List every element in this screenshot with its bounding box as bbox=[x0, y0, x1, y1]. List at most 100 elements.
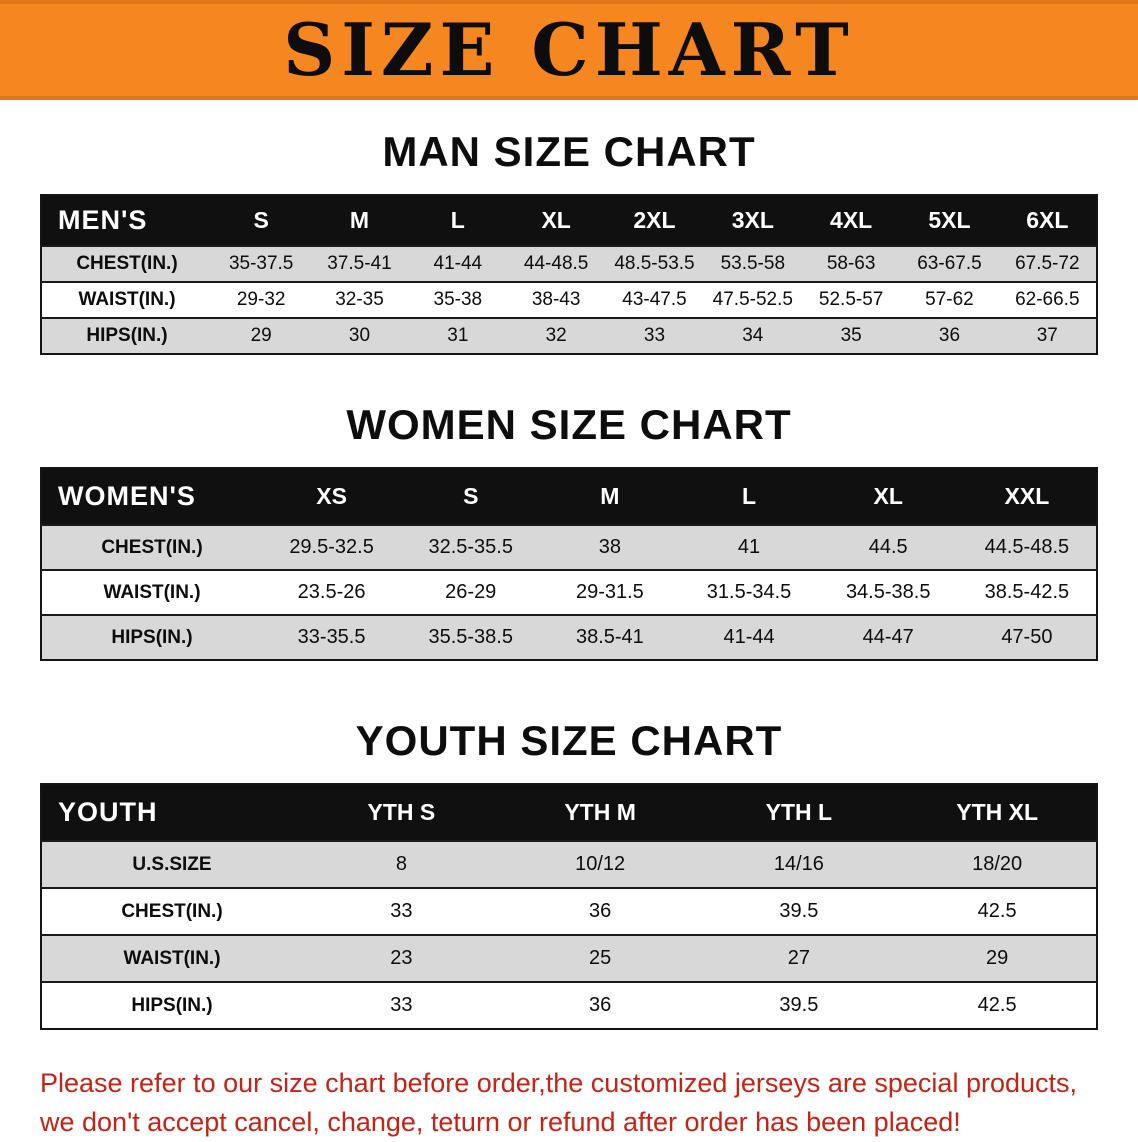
value-cell: 41-44 bbox=[723, 626, 775, 648]
value-cell: 32.5-35.5 bbox=[428, 536, 513, 558]
row-label-cell: WAIST(IN.) bbox=[78, 289, 176, 310]
value-cell: 29-32 bbox=[236, 289, 286, 310]
value-cell: 42.5 bbox=[977, 900, 1017, 922]
value-cell: 23.5-26 bbox=[297, 581, 366, 603]
youth-section: YOUTH SIZE CHART YOUTH YTH S YTH M YTH L YTH… bbox=[0, 717, 1138, 1030]
women-section-heading: WOMEN SIZE CHART bbox=[346, 401, 792, 448]
value-cell: 34 bbox=[742, 325, 764, 346]
value-cell: 33-35.5 bbox=[297, 626, 366, 648]
column-header-cell: YTH M bbox=[500, 784, 700, 841]
value-cell: 62-66.5 bbox=[1015, 289, 1080, 310]
table-row: WAIST(IN.) 29-32 32-35 35-38 38-43 43-47.5 47.… bbox=[41, 282, 1097, 318]
footer-note-line-2: we don't accept cancel, change, teturn o… bbox=[40, 1107, 961, 1138]
value-cell: 57-62 bbox=[925, 289, 974, 310]
table-corner-label: WOMEN'S bbox=[41, 468, 262, 525]
value-cell: 58-63 bbox=[826, 253, 876, 274]
value-cell: 47.5-52.5 bbox=[712, 289, 793, 310]
column-header-cell: M bbox=[540, 468, 680, 525]
value-cell: 31 bbox=[447, 325, 469, 346]
value-cell: 34.5-38.5 bbox=[845, 581, 931, 603]
youth-section-heading: YOUTH SIZE CHART bbox=[355, 717, 783, 764]
value-cell: 38.5-41 bbox=[575, 626, 644, 648]
column-header-cell: 4XL bbox=[801, 195, 901, 246]
value-cell: 37.5-41 bbox=[327, 253, 392, 274]
value-cell: 14/16 bbox=[773, 853, 824, 875]
footer-note: Please refer to our size chart before or… bbox=[40, 1064, 1100, 1142]
value-cell: 26-29 bbox=[445, 581, 497, 603]
value-cell: 18/20 bbox=[972, 853, 1023, 875]
value-cell: 37 bbox=[1036, 325, 1058, 346]
value-cell: 36 bbox=[589, 900, 612, 922]
table-header-row: WOMEN'S XS S M L XL XXL bbox=[41, 468, 1097, 525]
value-cell: 27 bbox=[787, 947, 810, 969]
value-cell: 29 bbox=[986, 947, 1009, 969]
value-cell: 44-48.5 bbox=[523, 253, 589, 274]
row-label-cell: HIPS(IN.) bbox=[86, 325, 168, 346]
value-cell: 29.5-32.5 bbox=[289, 536, 374, 558]
table-corner-label: YOUTH bbox=[41, 784, 302, 841]
table-row: HIPS(IN.) 29 30 31 32 33 34 35 36 37 bbox=[41, 318, 1097, 354]
banner-title: SIZE CHART bbox=[283, 7, 855, 92]
table-header-row: YOUTH YTH S YTH M YTH L YTH XL bbox=[41, 784, 1097, 841]
value-cell: 38 bbox=[598, 536, 622, 558]
value-cell: 10/12 bbox=[575, 853, 626, 875]
value-cell: 41-44 bbox=[433, 253, 483, 274]
value-cell: 52.5-57 bbox=[818, 289, 884, 310]
row-label-cell: WAIST(IN.) bbox=[103, 581, 201, 603]
value-cell: 25 bbox=[589, 947, 612, 969]
table-row: HIPS(IN.) 33-35.5 35.5-38.5 38.5-41 41-44 44-… bbox=[41, 615, 1097, 660]
value-cell: 41 bbox=[737, 536, 761, 558]
men-size-table: MEN'S S M L XL 2XL 3XL 4XL 5XL 6XL CHEST(IN.) 35-37… bbox=[40, 194, 1098, 355]
value-cell: 31.5-34.5 bbox=[706, 581, 792, 603]
value-cell: 47-50 bbox=[1001, 626, 1053, 648]
column-header-cell: YTH L bbox=[699, 784, 899, 841]
women-size-table: WOMEN'S XS S M L XL XXL CHEST(IN.) 29.5-32.5 32.5… bbox=[40, 467, 1098, 661]
value-cell: 44.5-48.5 bbox=[984, 536, 1070, 558]
column-header-cell: XL bbox=[506, 195, 606, 246]
row-label-cell: U.S.SIZE bbox=[132, 853, 212, 875]
column-header-cell: L bbox=[679, 468, 819, 525]
value-cell: 63-67.5 bbox=[917, 253, 982, 274]
table-row: CHEST(IN.) 35-37.5 37.5-41 41-44 44-48.5 48.5… bbox=[41, 246, 1097, 282]
value-cell: 30 bbox=[348, 325, 371, 346]
value-cell: 53.5-58 bbox=[720, 253, 786, 274]
column-header-cell: YTH S bbox=[302, 784, 501, 841]
column-header-cell: L bbox=[408, 195, 507, 246]
value-cell: 39.5 bbox=[779, 994, 819, 1016]
value-cell: 67.5-72 bbox=[1015, 253, 1080, 274]
column-header-cell: 5XL bbox=[900, 195, 999, 246]
row-label-cell: CHEST(IN.) bbox=[101, 536, 203, 558]
value-cell: 44.5 bbox=[868, 536, 908, 558]
row-label-cell: CHEST(IN.) bbox=[121, 900, 223, 922]
table-row: WAIST(IN.) 23 25 27 29 bbox=[41, 935, 1097, 982]
value-cell: 35-38 bbox=[433, 289, 483, 310]
value-cell: 23 bbox=[390, 947, 413, 969]
footer-note-line-1: Please refer to our size chart before or… bbox=[40, 1068, 1078, 1098]
youth-size-table: YOUTH YTH S YTH M YTH L YTH XL U.S.SIZE 8 10/12… bbox=[40, 783, 1098, 1030]
value-cell: 8 bbox=[395, 853, 407, 875]
value-cell: 35 bbox=[840, 325, 862, 346]
column-header-cell: 2XL bbox=[605, 195, 704, 246]
table-corner-label: MEN'S bbox=[41, 195, 212, 246]
column-header-cell: XL bbox=[818, 468, 958, 525]
column-header-cell: M bbox=[310, 195, 409, 246]
value-cell: 42.5 bbox=[977, 994, 1017, 1016]
women-section: WOMEN SIZE CHART WOMEN'S XS S M L XL XXL CHEST(… bbox=[0, 401, 1138, 661]
column-header-cell: 6XL bbox=[998, 195, 1097, 246]
value-cell: 33 bbox=[643, 325, 666, 346]
column-header-cell: S bbox=[401, 468, 541, 525]
value-cell: 35-37.5 bbox=[228, 253, 294, 274]
value-cell: 35.5-38.5 bbox=[428, 626, 513, 648]
value-cell: 44-47 bbox=[862, 626, 914, 648]
value-cell: 43-47.5 bbox=[622, 289, 687, 310]
row-label-cell: CHEST(IN.) bbox=[76, 253, 178, 274]
value-cell: 38-43 bbox=[531, 289, 581, 310]
men-section-heading: MAN SIZE CHART bbox=[382, 128, 756, 175]
value-cell: 48.5-53.5 bbox=[614, 253, 695, 274]
value-cell: 33 bbox=[390, 994, 413, 1016]
table-header-row: MEN'S S M L XL 2XL 3XL 4XL 5XL 6XL bbox=[41, 195, 1097, 246]
value-cell: 33 bbox=[390, 900, 413, 922]
men-section: MAN SIZE CHART MEN'S S M L XL 2XL 3XL 4XL 5XL 6XL… bbox=[0, 128, 1138, 355]
column-header-cell: 3XL bbox=[703, 195, 802, 246]
